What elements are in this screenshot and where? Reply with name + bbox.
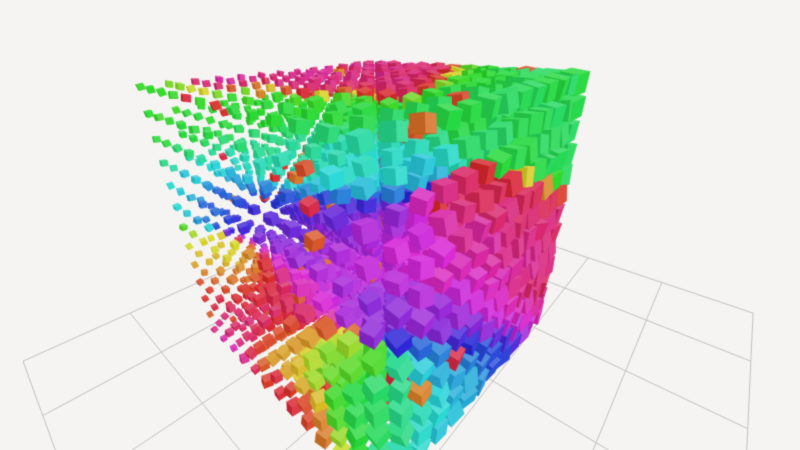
- scene-viewport: [0, 0, 800, 450]
- webgl-canvas[interactable]: [0, 0, 800, 450]
